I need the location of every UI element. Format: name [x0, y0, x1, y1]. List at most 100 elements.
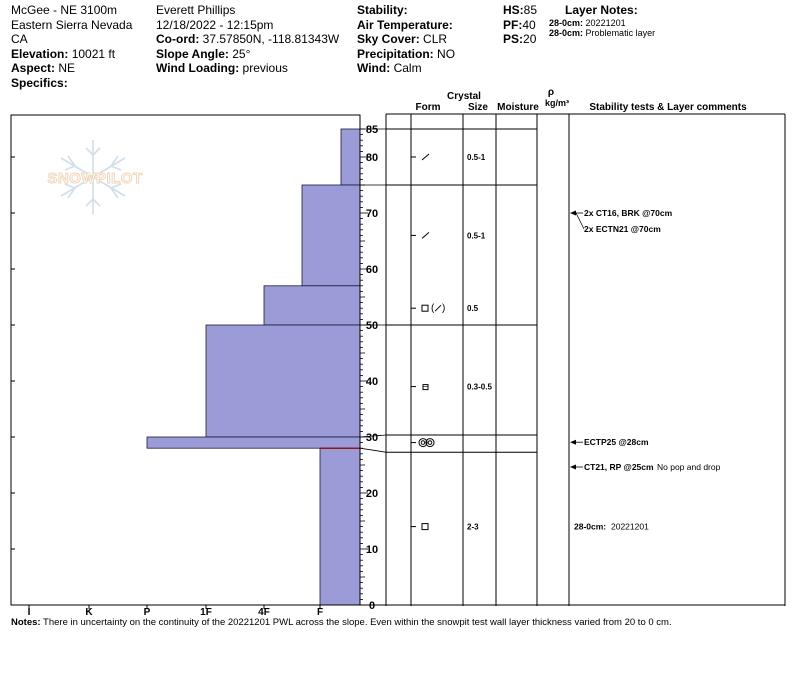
melt-form-icon — [418, 438, 428, 448]
crystal-size-label: 0.5-1 — [467, 153, 486, 162]
pf-row: PF:40 — [503, 18, 537, 33]
crystal-row: () 0.5 — [411, 303, 479, 314]
pf-value: 40 — [522, 17, 536, 32]
notes-label: Notes: — [11, 617, 41, 628]
crystal-size-label: 0.5-1 — [467, 231, 486, 240]
observation-datetime: 12/18/2022 - 12:15pm — [156, 17, 274, 32]
state-name: CA — [11, 32, 28, 46]
snowflake-icon — [60, 140, 126, 214]
stability-test-label: 2x ECTN21 @70cm — [584, 224, 661, 234]
hardness-bar — [301, 184, 361, 287]
coord-label: Co-ord: — [156, 32, 200, 46]
arrow-icon — [570, 464, 576, 470]
hardness-tick-label: I — [28, 607, 31, 618]
depth-tick-label: 70 — [366, 208, 378, 220]
test-leader-line — [575, 212, 585, 230]
crystal-row — [411, 438, 435, 448]
melt-form-icon — [425, 438, 435, 448]
depth-tick-label: 30 — [366, 432, 378, 444]
faceted-crystal-icon — [421, 523, 429, 531]
boundary-connector — [359, 434, 387, 438]
hardness-bars — [146, 128, 361, 606]
slope-label: Slope Angle: — [156, 46, 229, 61]
hardness-bar — [146, 436, 361, 449]
layer-note-item: 28-0cm: 20221201 — [549, 18, 655, 28]
wind-row: Wind: Calm — [357, 61, 455, 76]
paren-close-icon: ) — [442, 303, 445, 314]
crystal-row: 2-3 — [411, 523, 479, 532]
wind-value: Calm — [393, 61, 422, 75]
depth-tick-label: 80 — [366, 152, 378, 164]
precip-particle-icon — [421, 153, 430, 161]
small-faceted-icon — [422, 384, 429, 391]
precip-particle-icon — [421, 232, 430, 239]
wind-loading-value: previous — [242, 61, 288, 75]
header-location: McGee - NE 3100m Eastern Sierra Nevada C… — [11, 3, 132, 90]
pf-label: PF: — [503, 17, 523, 32]
boundary-connector — [359, 447, 387, 453]
melt-form-icon-inner — [427, 440, 433, 445]
crystal-row: 0.5-1 — [411, 231, 486, 240]
ps-value: 20 — [523, 32, 537, 46]
crystal-row: 0.3-0.5 — [411, 383, 492, 392]
depth-tick-label: 20 — [366, 488, 378, 500]
depth-tick-label: 60 — [366, 264, 378, 276]
ps-row: PS:20 — [503, 32, 537, 47]
hardness-ticks: I K P 1F 4F F — [28, 605, 323, 618]
notes-text: There in uncertainty on the continuity o… — [43, 617, 672, 628]
layer-note-depth: 28-0cm: — [549, 27, 584, 38]
stability-test-label: ECTP25 @28cm — [584, 437, 649, 447]
hardness-tick-label: 4F — [258, 607, 270, 618]
stability-test-label: CT21, RP @25cm — [584, 462, 654, 472]
wind-label: Wind: — [357, 61, 391, 75]
depth-tick-label: 40 — [366, 376, 378, 388]
layer-table — [360, 113, 786, 606]
arrow-icon — [570, 439, 576, 445]
form-header: Form — [416, 102, 441, 113]
hardness-bar — [205, 324, 361, 438]
header-observation: Everett Phillips 12/18/2022 - 12:15pm Co… — [156, 3, 339, 76]
sky-cover-value: CLR — [423, 32, 448, 46]
sky-cover-label: Sky Cover: — [357, 32, 420, 46]
aspect-label: Aspect: — [11, 61, 56, 75]
depth-tick-label: 10 — [366, 544, 378, 556]
stability-test-label: 2x CT16, BRK @70cm — [584, 208, 673, 218]
crystal-size-label: 2-3 — [467, 523, 479, 532]
coord-value: 37.57850N, -118.81343W — [202, 32, 340, 46]
crystal-rows: 0.5-1 0.5-1 () 0.5 0.3-0.5 2-3 — [411, 153, 492, 532]
stability-tests: 2x CT16, BRK @70cm 2x ECTN21 @70cm ECTP25 … — [570, 208, 721, 532]
depth-tick-label: 85 — [366, 124, 378, 136]
hardness-bar — [263, 285, 361, 326]
hardness-tick-label: F — [317, 607, 323, 618]
specifics-label: Specifics: — [11, 75, 68, 90]
stability-label: Stability: — [357, 3, 408, 17]
watermark-text: SNOWPILOT — [47, 170, 142, 187]
depth-tick-label: 50 — [366, 320, 378, 332]
size-header: Size — [468, 102, 488, 113]
coord-row: Co-ord: 37.57850N, -118.81343W — [156, 32, 339, 47]
layer-note-depth: 28-0cm: — [549, 17, 584, 28]
hs-label: HS: — [503, 3, 524, 17]
layer-note-text: Problematic layer — [585, 27, 656, 38]
precip-value: NO — [437, 46, 456, 61]
left-ticks — [11, 156, 15, 606]
notes-footer: Notes: There in uncertainty on the conti… — [11, 617, 672, 628]
layer-note-text: 20221201 — [585, 17, 626, 28]
stability-test-note: No pop and drop — [657, 462, 721, 472]
layer-comment-label: 28-0cm: — [574, 522, 606, 532]
crystal-size-label: 0.5 — [467, 304, 479, 313]
hardness-tick-label: 1F — [200, 607, 212, 618]
observer-name: Everett Phillips — [156, 3, 236, 17]
paren-open-icon: ( — [431, 303, 435, 314]
aspect-value: NE — [58, 61, 76, 75]
elevation-label: Elevation: — [11, 46, 69, 61]
ps-label: PS: — [503, 32, 524, 46]
faceted-crystal-icon — [421, 304, 429, 312]
crystal-header: Crystal — [447, 91, 481, 102]
layer-note-item: 28-0cm: Problematic layer — [549, 28, 655, 38]
arrow-icon — [570, 210, 576, 216]
slope-value: 25° — [232, 46, 251, 61]
crystal-row: 0.5-1 — [411, 153, 486, 162]
hardness-tick-label: P — [144, 607, 151, 618]
hardness-bar — [340, 128, 361, 186]
